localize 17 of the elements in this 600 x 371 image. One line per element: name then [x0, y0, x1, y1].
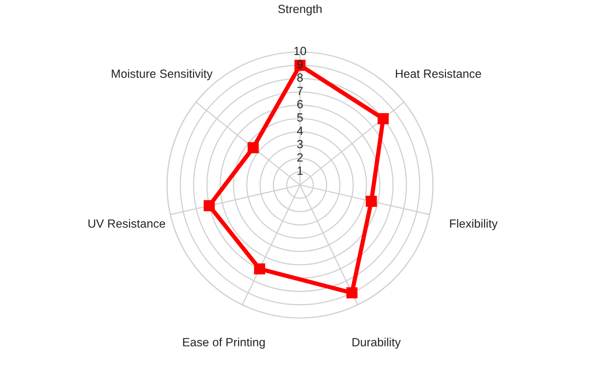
- spoke-label: Durability: [352, 338, 401, 349]
- y-tick-label: 6: [297, 100, 303, 108]
- spoke-label: Heat Resistance: [396, 69, 482, 78]
- y-tick-label: 4: [296, 126, 303, 135]
- y-tick-label: 3: [297, 140, 303, 148]
- y-tick-label: 8: [297, 73, 303, 82]
- spoke-label: Moisture Sensitivity: [112, 69, 213, 80]
- spoke-label: Strength: [278, 4, 322, 16]
- spoke-label: UV Resistance: [88, 219, 166, 228]
- y-tick-label: 1: [298, 166, 303, 175]
- y-tick-label: 2: [297, 153, 303, 162]
- y-tick-label: 5: [297, 113, 303, 122]
- y-tick-label: 7: [297, 86, 303, 95]
- spoke-label: Ease of Printing: [183, 338, 265, 349]
- y-tick-label: 9: [297, 60, 303, 68]
- spoke-label: Flexibility: [450, 219, 498, 230]
- y-tick-label: 10: [294, 46, 306, 56]
